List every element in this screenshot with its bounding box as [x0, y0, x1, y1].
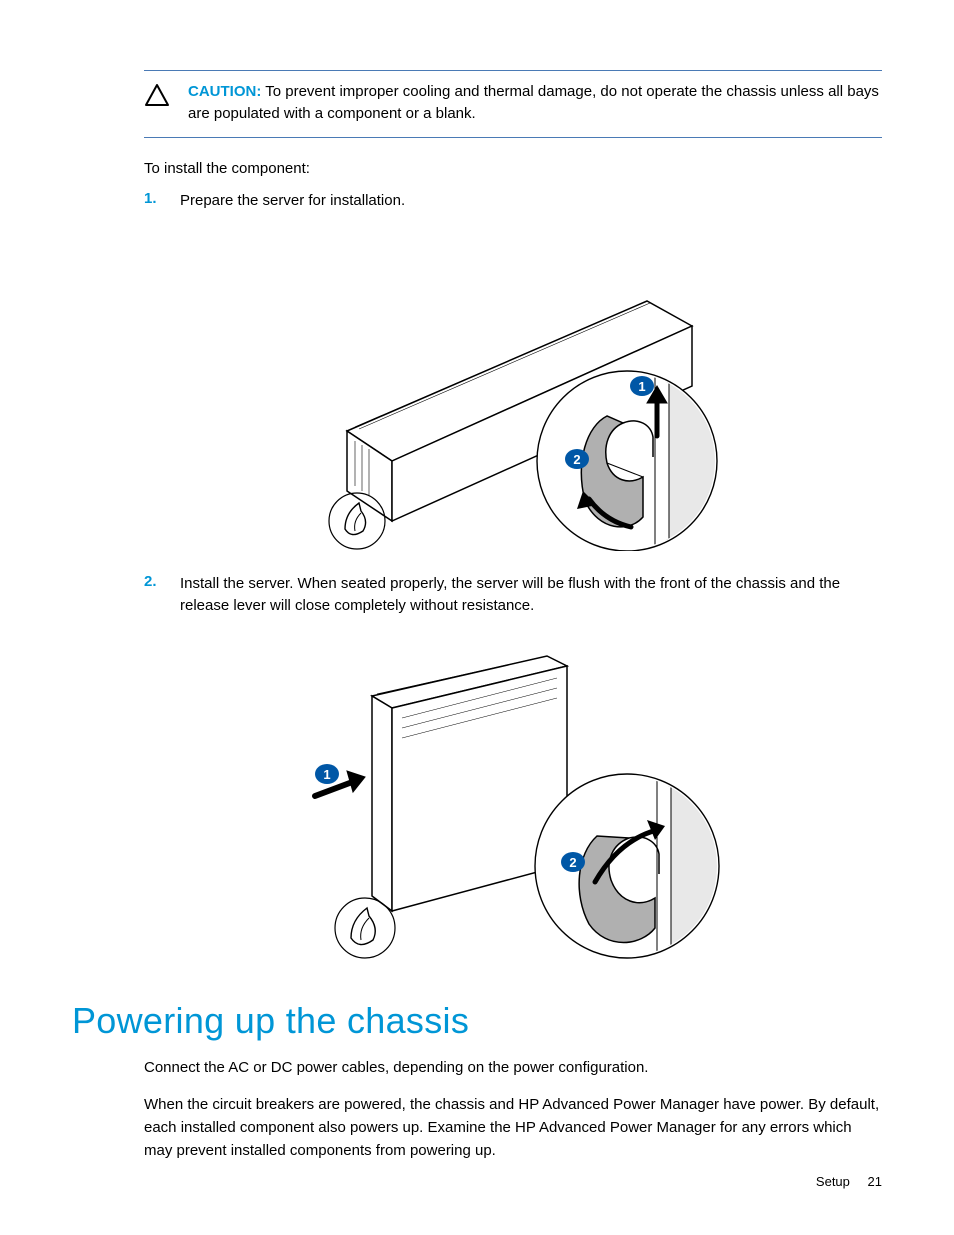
step-item-2: 2. Install the server. When seated prope…: [144, 573, 882, 618]
figure2-callout-2: 2: [569, 855, 576, 870]
figure1-callout-2: 2: [573, 452, 580, 467]
intro-text: To install the component:: [144, 158, 882, 181]
step-list: 1. Prepare the server for installation.: [144, 190, 882, 213]
caution-box: CAUTION: To prevent improper cooling and…: [144, 70, 882, 138]
footer-page-number: 21: [868, 1174, 882, 1189]
para-2: When the circuit breakers are powered, t…: [144, 1093, 882, 1163]
step-number: 2.: [144, 573, 180, 590]
figure-2: 1 2: [72, 636, 882, 976]
page-footer: Setup 21: [816, 1174, 882, 1189]
caution-text: CAUTION: To prevent improper cooling and…: [188, 81, 882, 125]
step-text: Prepare the server for installation.: [180, 190, 405, 213]
step-number: 1.: [144, 190, 180, 207]
step-list-2: 2. Install the server. When seated prope…: [144, 573, 882, 618]
figure2-callout-1: 1: [323, 767, 330, 782]
step-item-1: 1. Prepare the server for installation.: [144, 190, 882, 213]
heading-powering-up: Powering up the chassis: [72, 1000, 882, 1042]
warning-triangle-icon: [144, 83, 170, 112]
figure1-callout-1: 1: [638, 379, 645, 394]
caution-label: CAUTION:: [188, 83, 261, 100]
footer-section: Setup: [816, 1174, 850, 1189]
para-1: Connect the AC or DC power cables, depen…: [144, 1056, 882, 1079]
step-text: Install the server. When seated properly…: [180, 573, 882, 618]
caution-body: To prevent improper cooling and thermal …: [188, 83, 879, 122]
diagram-install-server: 1 2: [227, 636, 727, 976]
figure-1: 1 2: [72, 231, 882, 551]
diagram-prepare-server: 1 2: [227, 231, 727, 551]
